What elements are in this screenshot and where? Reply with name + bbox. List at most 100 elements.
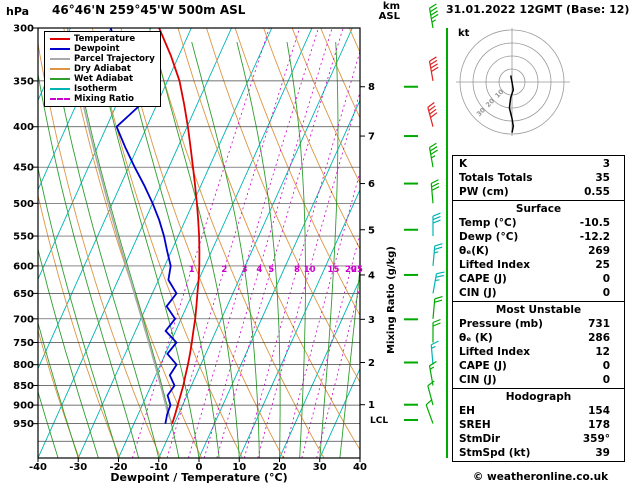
wind-barb [432,318,441,343]
stat-label: SREH [459,419,491,431]
x-axis-label: Dewpoint / Temperature (°C) [110,471,288,484]
mixing-ratio-value-label: 25 [351,265,363,275]
stat-row: CAPE (J) 0 [453,272,624,286]
stat-label: CAPE (J) [459,273,507,285]
hodograph-ring-label: 20 [484,97,496,109]
isotherm-line [118,28,313,458]
dry-adiabat-line [38,455,39,458]
stats-section: Most Unstable Pressure (mb) 731 θₑ (K) 286 Li… [452,301,625,389]
wind-barb [430,340,439,365]
temp-tick-label: -40 [29,462,47,473]
stat-row: PW (cm) 0.55 [453,185,624,199]
barb-full [430,179,439,184]
stat-row: Temp (°C) -10.5 [453,216,624,230]
stat-label: θₑ(K) [459,245,489,257]
mixing-ratio-axis-label: Mixing Ratio (g/kg) [386,246,397,354]
legend-entry: Dewpoint [50,44,155,54]
wet-adiabat-line [236,41,281,458]
barb-full [432,322,441,327]
dry-adiabat-line [177,28,360,451]
wet-adiabat-line [38,456,39,458]
altitude-unit-km: km [382,1,400,12]
dry-adiabat-line [38,41,162,458]
stat-label: StmSpd (kt) [459,447,531,459]
barb-half [435,279,440,282]
stat-value: -10.5 [579,217,610,229]
temperature-curve [158,28,201,424]
stat-row: Lifted Index 25 [453,258,624,272]
wind-barb [432,271,445,294]
barb-staff [427,385,434,406]
stat-value: 0 [602,273,610,285]
dry-adiabat-line [120,28,284,458]
hodograph-trace [508,75,515,133]
barb-full [432,212,441,217]
stat-row: StmDir 359° [453,432,624,446]
stat-label: Temp (°C) [459,217,517,229]
wet-adiabat-line [153,41,240,458]
pressure-tick-label: 300 [13,24,34,35]
stats-panel: K 3 Totals Totals 35 PW (cm) 0.55 Surface Temp … [452,155,625,462]
wind-barb [430,179,440,204]
wind-barb [427,102,438,127]
barb-full [432,318,441,324]
temp-tick-label: 0 [196,462,203,473]
mixing-ratio-value-label: 15 [328,265,340,275]
barb-full [429,56,437,62]
dry-adiabat-line [263,28,360,250]
pressure-tick-label: 950 [13,419,34,430]
barb-full [428,105,436,112]
stats-section-header: Hodograph [505,391,572,403]
stat-label: Pressure (mb) [459,318,543,330]
barb-full [430,340,439,346]
temp-tick-label: -20 [109,462,127,473]
stat-label: StmDir [459,433,501,445]
stat-label: PW (cm) [459,186,509,198]
barb-full [431,186,440,191]
parcel-trajectory-curve [66,28,173,424]
km-tick-label: 7 [368,132,375,143]
stat-row: Dewp (°C) -12.2 [453,230,624,244]
wet-adiabat-line [286,41,306,458]
stat-row: Pressure (mb) 731 [453,317,624,331]
datetime-title: 31.01.2022 12GMT (Base: 12) [446,3,629,16]
legend-entry: Temperature [50,34,155,44]
legend-swatch [50,48,70,50]
stat-row: θₑ (K) 286 [453,331,624,345]
isotherm-line [158,28,353,458]
barb-full [427,102,435,108]
mixing-ratio-line [282,170,360,458]
lcl-label: LCL [370,416,388,426]
dry-adiabat-line [91,28,243,458]
mixing-ratio-line [301,233,360,458]
mixing-ratio-value-label: 1 [189,265,195,275]
dry-adiabat-line [406,28,450,458]
mixing-ratio-line [243,50,360,458]
barb-full [431,182,440,188]
legend-entry: Mixing Ratio [50,94,155,104]
stat-value: 731 [588,318,610,330]
barb-full [432,219,441,224]
barb-full [430,112,438,119]
barb-half [431,345,436,349]
mixing-ratio-value-label: 8 [294,265,300,275]
stat-value: 12 [595,346,610,358]
legend-entry: Parcel Trajectory [50,54,155,64]
isotherm-line [198,99,360,458]
barb-full [429,3,437,9]
temp-tick-label: 40 [353,462,367,473]
dry-adiabat-line [206,28,360,384]
legend-label: Dewpoint [74,44,120,54]
legend: Temperature Dewpoint Parcel Trajectory Dry … [44,31,161,107]
barb-full [429,108,437,115]
barb-full [429,361,437,367]
stat-value: 0 [602,287,610,299]
stat-value: 25 [595,259,610,271]
wind-barb [428,3,439,29]
stat-label: CAPE (J) [459,360,507,372]
legend-entry: Isotherm [50,84,155,94]
legend-swatch [50,58,70,60]
temp-tick-label: 20 [273,462,287,473]
stat-label: K [459,158,468,170]
